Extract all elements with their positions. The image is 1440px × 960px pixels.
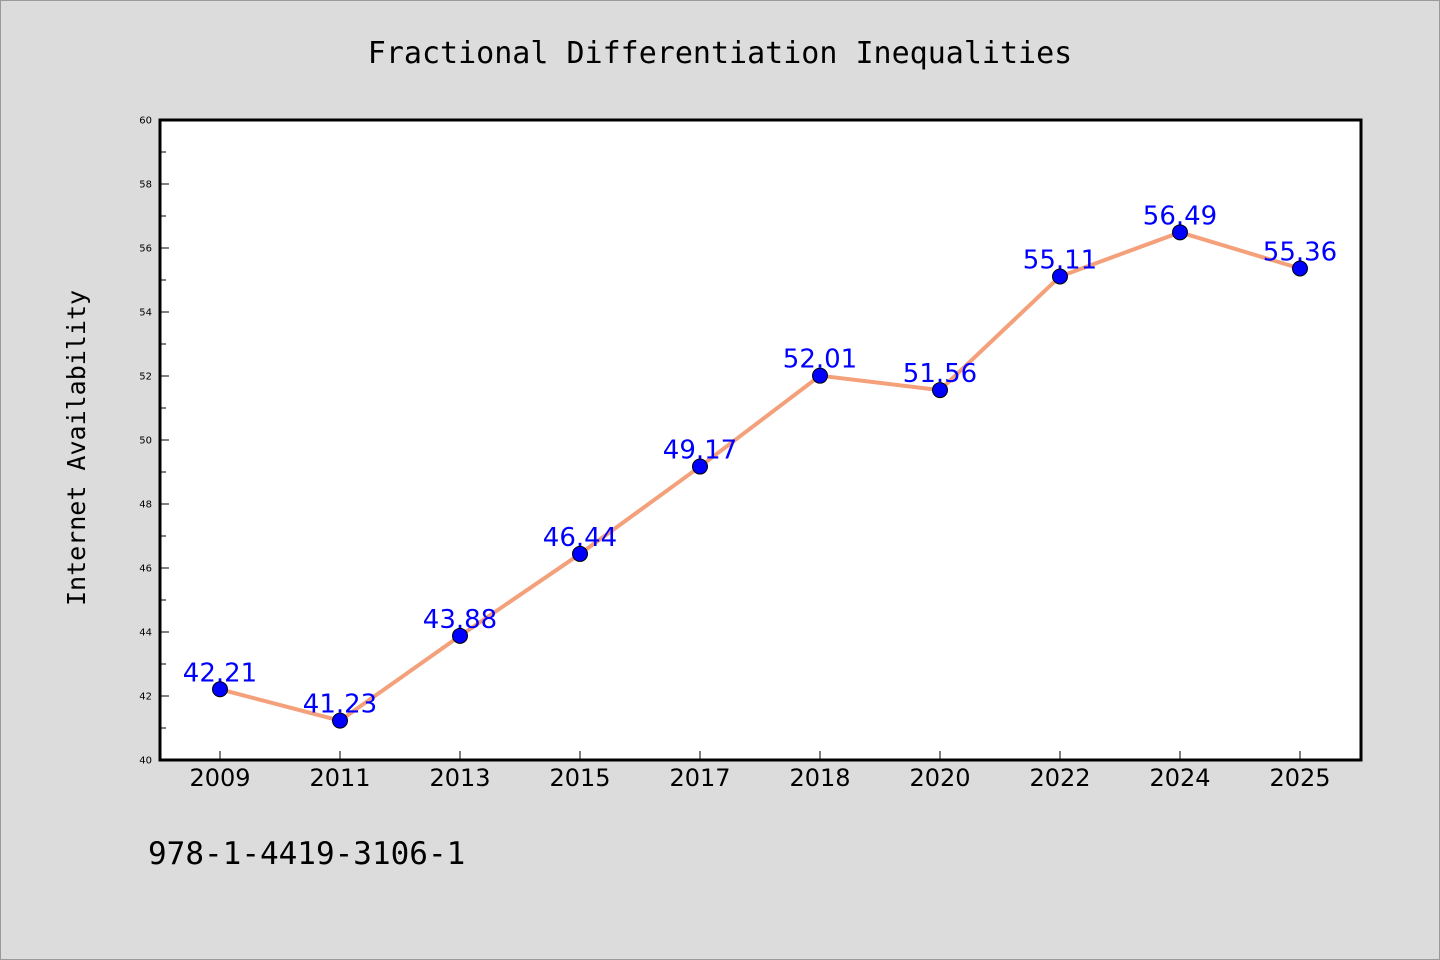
y-tick-label: 56 xyxy=(139,244,152,255)
data-label: 46.44 xyxy=(543,523,617,553)
x-tick-label: 2009 xyxy=(189,764,250,792)
data-point xyxy=(1292,260,1308,277)
y-tick-label: 58 xyxy=(139,180,152,191)
x-tick-label: 2020 xyxy=(909,764,970,792)
data-point xyxy=(1172,224,1188,241)
x-tick-label: 2015 xyxy=(549,764,610,792)
x-tick-label: 2022 xyxy=(1029,764,1090,792)
x-tick-label: 2018 xyxy=(789,764,850,792)
x-tick-label: 2025 xyxy=(1269,764,1330,792)
data-label: 52.01 xyxy=(783,345,857,375)
y-tick-label: 42 xyxy=(139,692,152,703)
data-label: 55.36 xyxy=(1263,237,1337,267)
y-tick-label: 54 xyxy=(139,308,152,319)
plot-area xyxy=(160,120,1361,760)
data-point xyxy=(932,382,948,399)
y-tick-label: 50 xyxy=(139,436,152,447)
x-tick-label: 2017 xyxy=(669,764,730,792)
y-tick-label: 40 xyxy=(139,756,152,767)
y-tick-label: 48 xyxy=(139,500,152,511)
data-label: 43.88 xyxy=(423,605,497,635)
chart-title: Fractional Differentiation Inequalities xyxy=(368,36,1072,71)
footer-code: 978-1-4419-3106-1 xyxy=(148,836,465,872)
data-point xyxy=(212,681,228,698)
y-tick-label: 46 xyxy=(139,564,152,575)
y-tick-label: 60 xyxy=(139,116,152,127)
data-point xyxy=(452,627,468,644)
data-label: 41.23 xyxy=(303,690,377,720)
y-tick-label: 44 xyxy=(139,628,152,639)
data-label: 56.49 xyxy=(1143,201,1217,231)
data-label: 51.56 xyxy=(903,359,977,389)
data-point xyxy=(692,458,708,475)
x-tick-label: 2024 xyxy=(1149,764,1210,792)
series-line xyxy=(218,230,1302,723)
series-layer: 42.21 41.23 43.88 46.44 49.17 52.01 51.56 55.11… xyxy=(183,201,1337,729)
x-tick-label: 2013 xyxy=(429,764,490,792)
y-axis-label: Internet Availability xyxy=(62,290,91,606)
data-label: 42.21 xyxy=(183,658,257,688)
data-label: 49.17 xyxy=(663,436,737,466)
x-axis: 2009 2011 2013 2015 2017 2018 2020 2022 2024 2025 xyxy=(189,751,1331,792)
x-tick-label: 2011 xyxy=(309,764,370,792)
data-label: 55.11 xyxy=(1023,245,1097,275)
plot-border xyxy=(158,118,1363,762)
data-point xyxy=(332,712,348,729)
data-point xyxy=(572,545,588,562)
data-point xyxy=(1052,268,1068,285)
y-tick-label: 52 xyxy=(139,372,152,383)
data-point xyxy=(812,367,828,384)
